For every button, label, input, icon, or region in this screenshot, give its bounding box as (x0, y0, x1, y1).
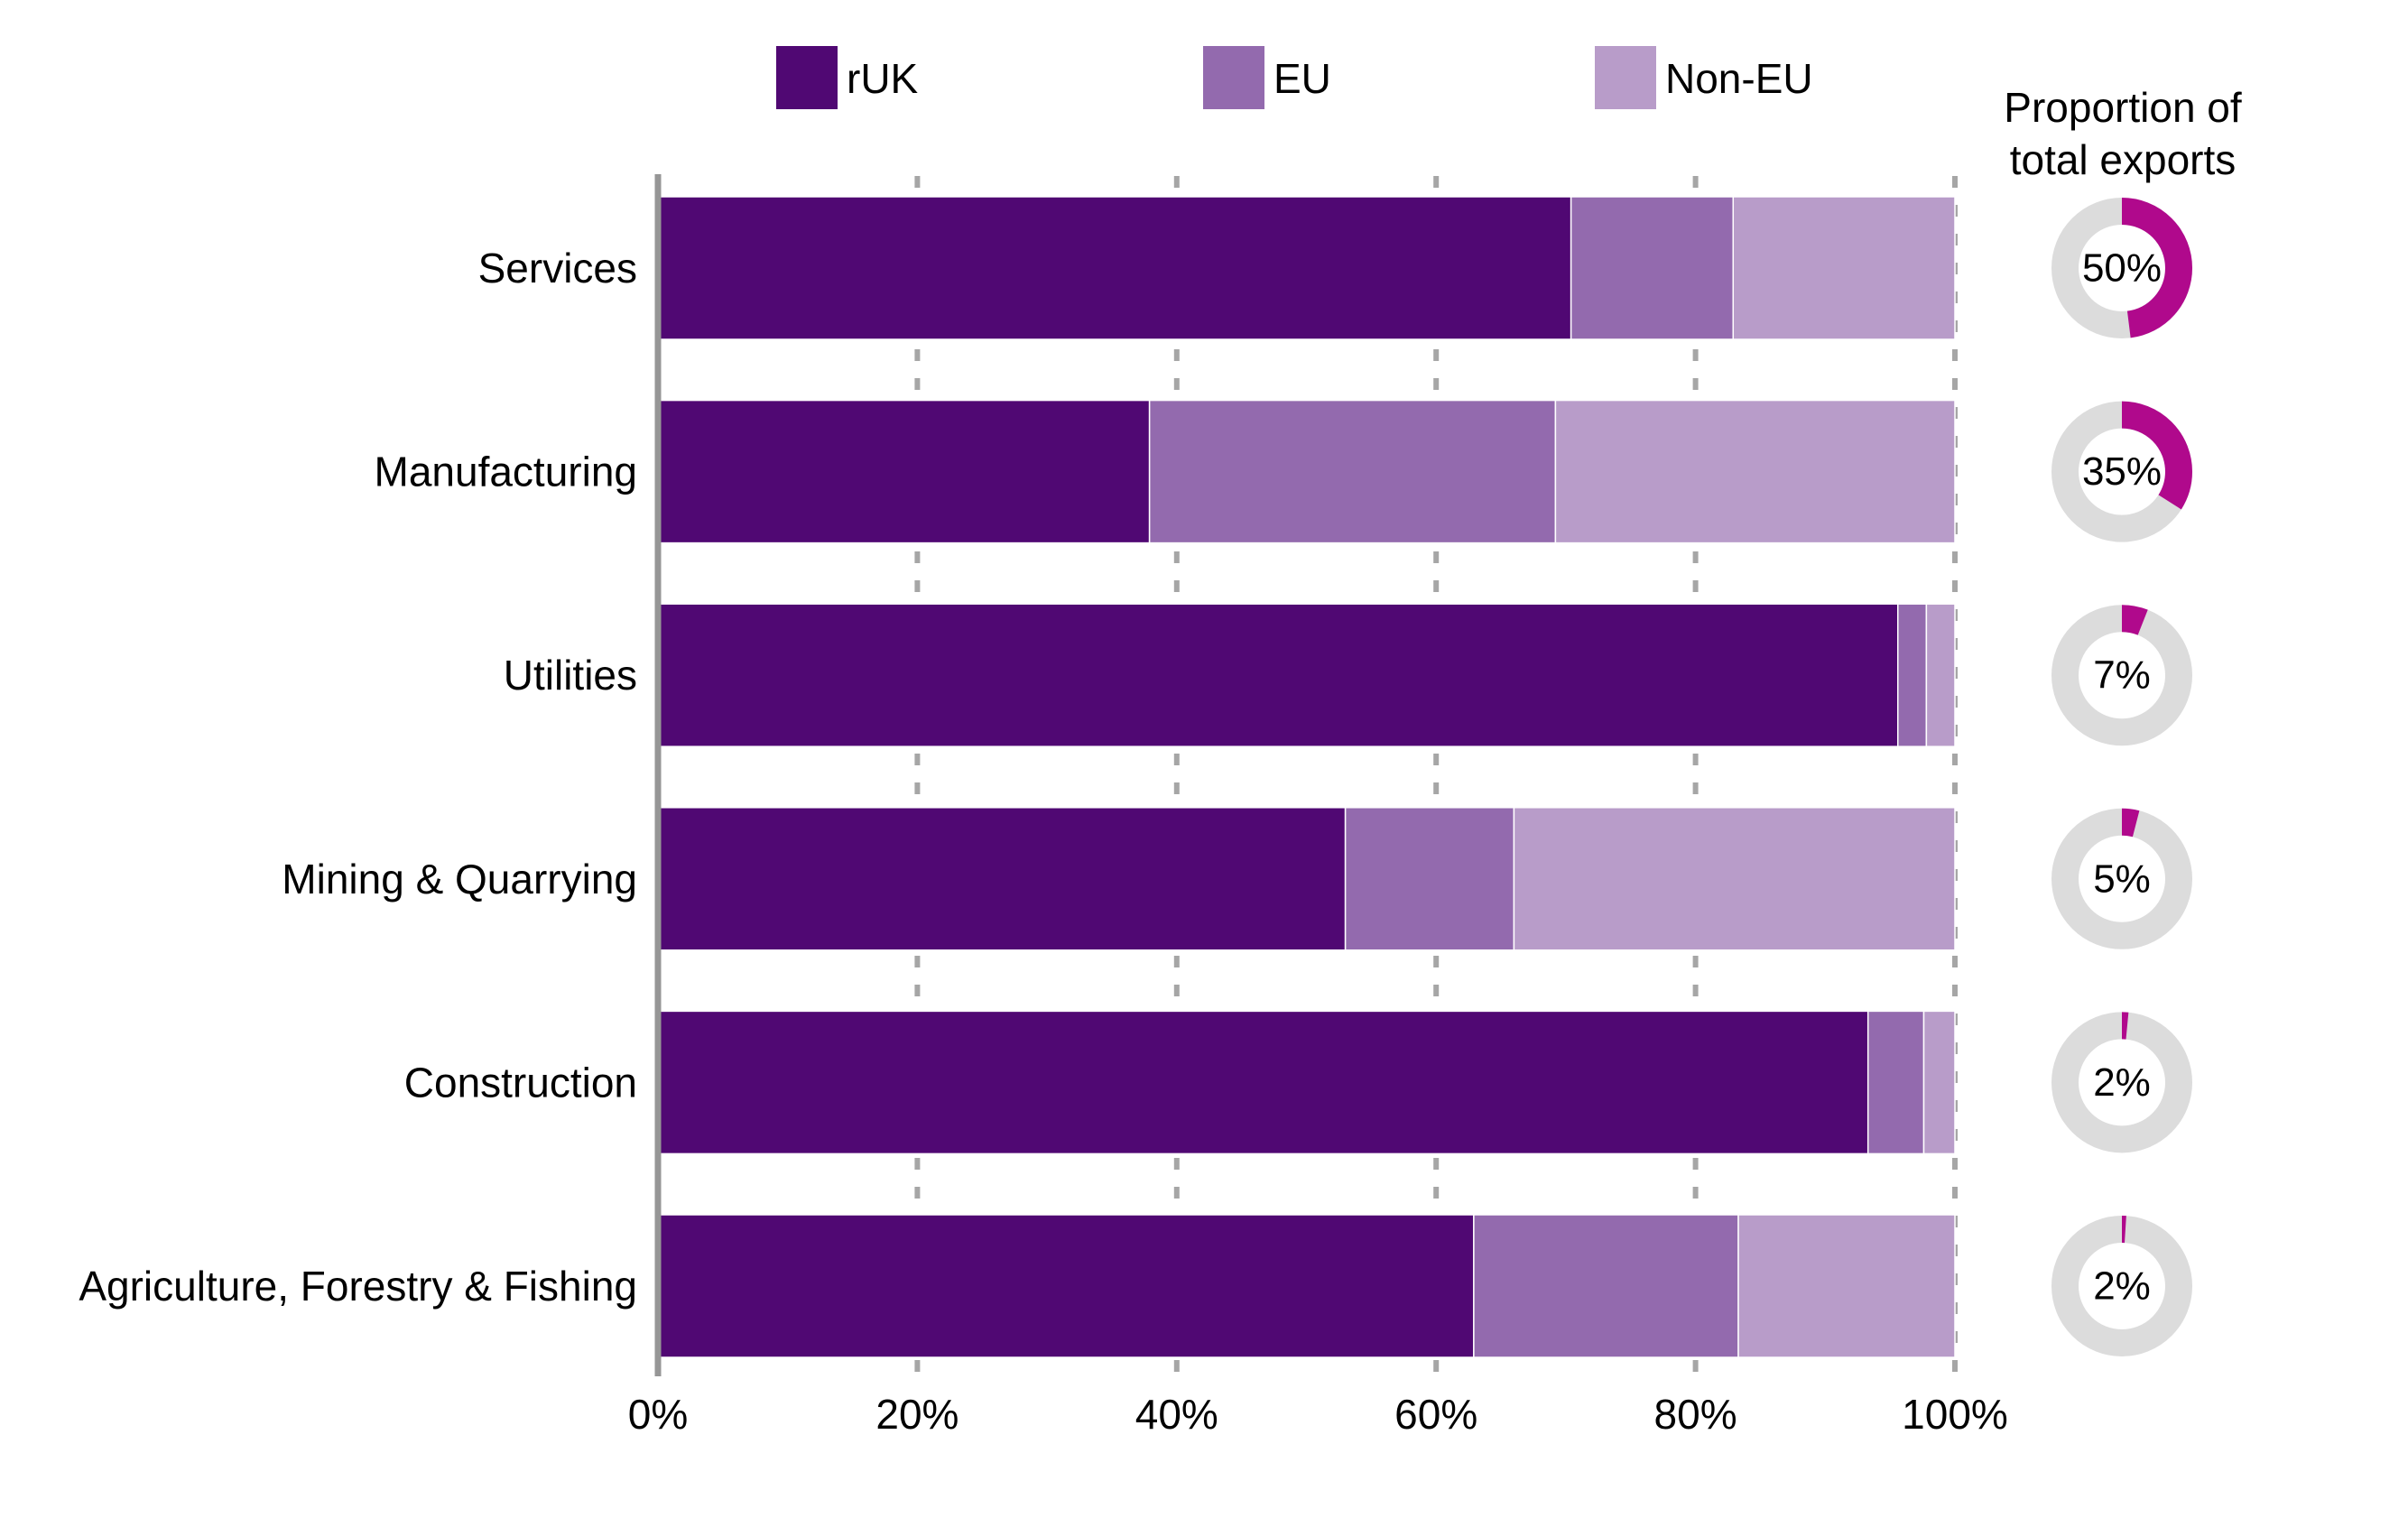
bar-segment (1732, 196, 1956, 340)
bar-segment (657, 196, 1572, 340)
bars (657, 196, 1956, 1358)
donut-fill (2051, 198, 2192, 338)
legend-label: Non-EU (1665, 55, 1813, 102)
bar-segment (1570, 196, 1735, 340)
x-tick-label: 40% (1135, 1391, 1218, 1438)
bar-segment (657, 1010, 1869, 1155)
x-tick-label: 60% (1394, 1391, 1477, 1438)
bar-segment (1925, 603, 1956, 747)
bar-segment (1897, 603, 1928, 747)
bar-segment (657, 807, 1347, 951)
legend-swatch (776, 46, 838, 109)
bar-segment (1344, 807, 1515, 951)
donut-track (2051, 808, 2192, 949)
bar-segment (1473, 1214, 1739, 1358)
x-tick-label: 100% (1902, 1391, 2008, 1438)
category-label: Services (478, 245, 637, 292)
bar-segment (1513, 807, 1956, 951)
legend-swatch (1203, 46, 1264, 109)
legend-label: rUK (847, 55, 919, 102)
donut-label: 7% (2093, 653, 2151, 698)
category-labels: Services Manufacturing Utilities Mining & Q… (79, 245, 637, 1310)
legend-label: EU (1273, 55, 1331, 102)
legend-swatch (1595, 46, 1656, 109)
donut-fill (2051, 605, 2192, 746)
x-axis-ticks: 0% 20% 40% 60% 80% 100% (628, 1391, 2008, 1438)
donut-label: 50% (2082, 246, 2162, 291)
donut-fill (2051, 1012, 2192, 1153)
category-label: Mining & Quarrying (282, 856, 637, 902)
legend: rUK EU Non-EU (776, 46, 1813, 109)
bar-segment (1866, 1010, 1925, 1155)
x-tick-label: 20% (875, 1391, 959, 1438)
bar-segment (1737, 1214, 1956, 1358)
category-label: Agriculture, Forestry & Fishing (79, 1263, 637, 1310)
grid-lines (914, 176, 1958, 1376)
bar-segment (657, 399, 1151, 544)
donut-fill (2051, 1216, 2192, 1356)
bar-segment (1148, 399, 1557, 544)
donut-label: 5% (2093, 856, 2151, 901)
x-tick-label: 80% (1654, 1391, 1737, 1438)
exports-proportion-panel: Proportion of total exports 50% 35% 7% 5% 2% 2% (2004, 84, 2242, 1356)
x-tick-label: 0% (628, 1391, 688, 1438)
donut-label: 2% (2093, 1264, 2151, 1309)
donut-label: 35% (2082, 449, 2162, 494)
bar-segment (1922, 1010, 1956, 1155)
donut-fill (2051, 401, 2192, 542)
panel-title-line: total exports (2010, 136, 2237, 183)
bar-segment (657, 1214, 1475, 1358)
bar-segment (657, 603, 1899, 747)
category-label: Utilities (504, 652, 637, 699)
donut-label: 2% (2093, 1060, 2151, 1105)
category-label: Manufacturing (375, 449, 638, 495)
bar-segment (1554, 399, 1956, 544)
panel-title-line: Proportion of (2004, 84, 2242, 131)
category-label: Construction (404, 1059, 637, 1106)
